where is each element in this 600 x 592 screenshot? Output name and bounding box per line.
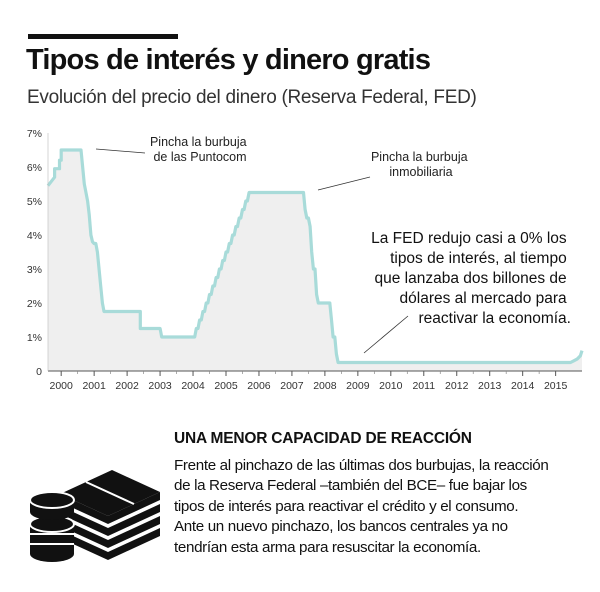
annotation-inmobiliaria-line-2: inmobiliaria (389, 165, 452, 179)
body-line-5: tendrían esta arma para resuscitar la ec… (174, 538, 481, 556)
x-axis: 2000 2001 2002 2003 2004 2005 2006 2007 2008 2009… (47, 133, 582, 392)
bill-band-icon (85, 481, 135, 505)
section-heading: UNA MENOR CAPACIDAD DE REACCIÓN (174, 430, 472, 447)
annotation-fed-line-4: dólares al mercado para (400, 290, 568, 307)
y-tick-label: 1% (27, 332, 42, 344)
annotation-puntocom-line-2: de las Puntocom (153, 150, 246, 164)
annotation-fed-line-2: tipos de interés, al tiempo (390, 250, 567, 267)
annotation-fed-line-3: que lanzaba dos billones de (375, 270, 567, 287)
coin-stack-icon (29, 491, 75, 562)
x-tick-label: 2014 (511, 380, 535, 392)
x-tick-label: 2012 (445, 380, 469, 392)
body-line-3: tipos de interés para reactivar el crédi… (174, 497, 519, 515)
interest-rate-chart: 0 1% 2% 3% 4% 5% 6% 7% 2000 2001 2002 2003 2004 2005… (27, 128, 584, 392)
body-line-4: Ante un nuevo pinchazo, los bancos centr… (174, 518, 508, 536)
page-subtitle: Evolución del precio del dinero (Reserva… (27, 87, 477, 108)
y-tick-label: 5% (27, 196, 42, 208)
y-tick-label: 6% (27, 162, 42, 174)
x-tick-label: 2013 (478, 380, 502, 392)
annotation-inmobiliaria-line-1: Pincha la burbuja (371, 150, 468, 164)
x-tick-label: 2007 (280, 380, 304, 392)
x-tick-label: 2003 (148, 380, 172, 392)
body-line-2: de la Reserva Federal –también del BCE– … (174, 477, 527, 495)
title-accent-rule (28, 34, 178, 39)
leader-line-fed (363, 315, 409, 354)
x-tick-label: 2008 (313, 380, 337, 392)
annotation-fed: La FED redujo casi a 0% los tipos de int… (371, 230, 571, 327)
page-title: Tipos de interés y dinero gratis (26, 44, 431, 76)
area-layer (46, 148, 584, 371)
leader-line-inmobiliaria (317, 176, 371, 191)
x-tick-label: 2015 (544, 380, 568, 392)
y-axis: 0 1% 2% 3% 4% 5% 6% 7% (27, 128, 42, 378)
x-tick-label: 2010 (379, 380, 403, 392)
x-tick-label: 2005 (214, 380, 238, 392)
x-tick-label: 2001 (82, 380, 106, 392)
y-tick-label: 2% (27, 298, 42, 310)
x-tick-label: 2011 (412, 380, 435, 392)
body-line-1: Frente al pinchazo de las últimas dos bu… (174, 457, 549, 474)
leader-line-puntocom (95, 148, 146, 154)
annotation-puntocom-line-1: Pincha la burbuja (150, 135, 247, 149)
x-tick-label: 2006 (247, 380, 271, 392)
y-tick-label: 0 (36, 366, 42, 378)
x-tick-label: 2009 (346, 380, 370, 392)
y-tick-label: 7% (27, 128, 42, 140)
annotation-puntocom: Pincha la burbuja de las Puntocom (150, 135, 250, 164)
rate-area-fill (48, 150, 582, 371)
money-stack-icon (29, 470, 160, 562)
y-tick-label: 3% (27, 264, 42, 276)
x-tick-label: 2000 (50, 380, 74, 392)
bill-stack-icon (60, 470, 160, 560)
x-tick-label: 2002 (115, 380, 139, 392)
x-tick-label: 2004 (181, 380, 205, 392)
rate-line (46, 148, 584, 365)
annotation-inmobiliaria: Pincha la burbuja inmobiliaria (371, 150, 471, 179)
section-body: Frente al pinchazo de las últimas dos bu… (174, 456, 584, 558)
annotation-fed-line-5: reactivar la economía. (419, 310, 572, 327)
y-tick-label: 4% (27, 230, 42, 242)
annotation-fed-line-1: La FED redujo casi a 0% los (371, 230, 567, 247)
